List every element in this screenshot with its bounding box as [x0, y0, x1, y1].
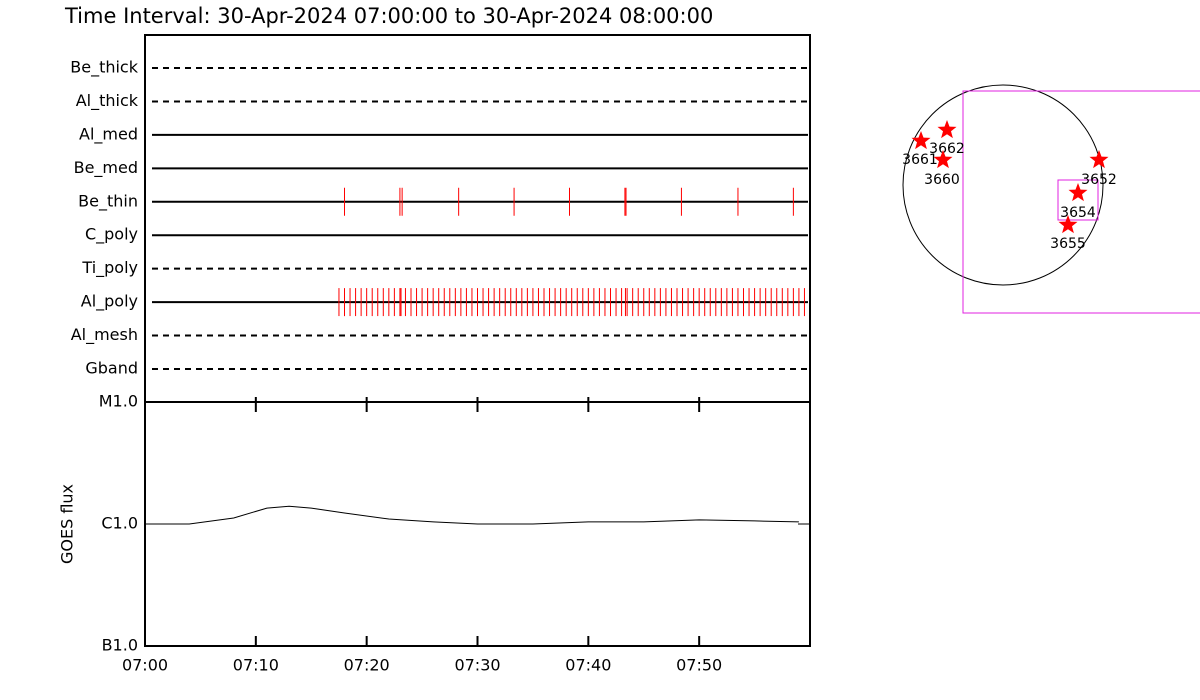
solar-disk: [902, 84, 1104, 286]
filter-label: Be_thin: [78, 191, 138, 211]
region-star: [937, 120, 957, 139]
x-tick-label: 07:40: [565, 656, 611, 675]
y-tick-label: C1.0: [101, 514, 138, 533]
filter-label: Gband: [85, 358, 138, 377]
filter-label: Al_med: [79, 124, 138, 144]
region-star: [933, 150, 953, 169]
filter-label: Ti_poly: [81, 258, 138, 278]
region-label: 3654: [1060, 205, 1096, 221]
region-star: [1089, 150, 1109, 169]
fov-small: [1057, 179, 1099, 221]
x-tick-label: 07:30: [454, 656, 500, 675]
x-tick-label: 07:10: [233, 656, 279, 675]
filter-panel: [144, 34, 811, 403]
filter-label: Be_med: [74, 158, 138, 178]
filter-label: Al_mesh: [71, 325, 138, 345]
region-star: [911, 131, 931, 150]
goes-curve: [145, 505, 799, 525]
x-tick-label: 07:00: [122, 656, 168, 675]
y-tick-label: B1.0: [102, 636, 138, 655]
title: Time Interval: 30-Apr-2024 07:00:00 to 3…: [64, 4, 713, 28]
x-tick-label: 07:20: [344, 656, 390, 675]
region-label: 3660: [924, 172, 960, 188]
filter-label: Be_thick: [70, 58, 138, 78]
region-label: 3652: [1081, 172, 1117, 188]
y-axis-label: GOES flux: [58, 484, 77, 564]
filter-label: Al_thick: [76, 91, 139, 111]
filter-label: Al_poly: [81, 292, 138, 312]
x-tick-label: 07:50: [676, 656, 722, 675]
fov-large: [962, 90, 1200, 314]
y-tick-label: M1.0: [99, 392, 138, 411]
region-label: 3662: [929, 141, 965, 157]
region-label: 3655: [1050, 236, 1086, 252]
filter-label: C_poly: [85, 225, 138, 245]
region-star: [1068, 183, 1088, 202]
region-star: [1058, 215, 1078, 234]
region-label: 3661: [902, 152, 938, 168]
